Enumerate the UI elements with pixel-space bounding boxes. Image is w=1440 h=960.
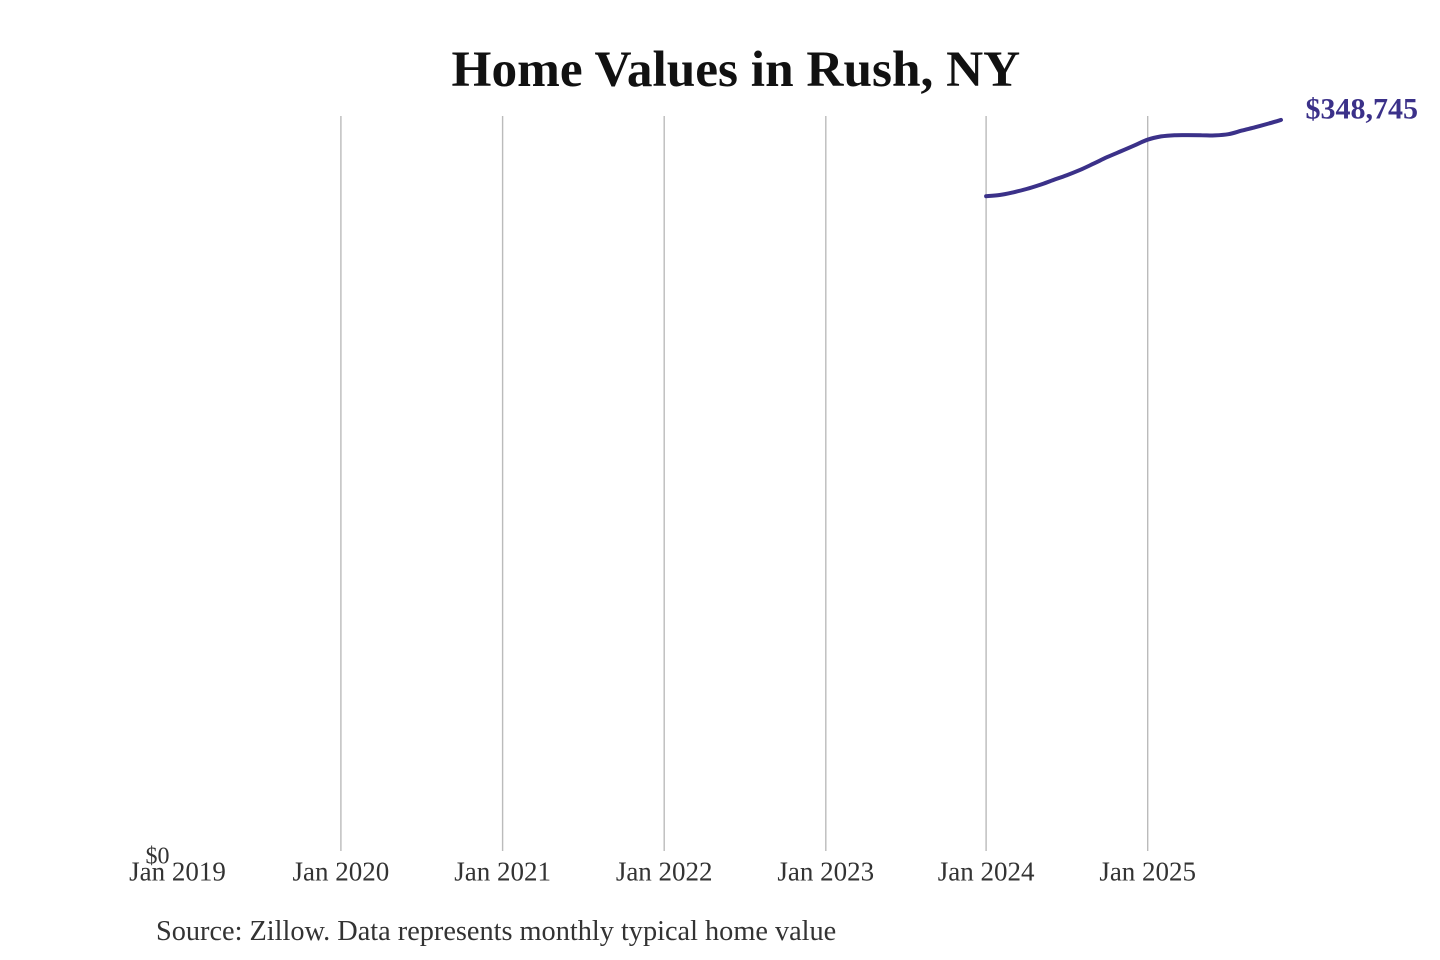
svg-text:Source: Zillow. Data represent: Source: Zillow. Data represents monthly … <box>156 916 836 947</box>
svg-text:Jan 2019: Jan 2019 <box>129 856 226 886</box>
svg-text:Jan 2023: Jan 2023 <box>777 856 874 886</box>
svg-text:Home Values in Rush, NY: Home Values in Rush, NY <box>452 41 1021 98</box>
svg-text:Jan 2025: Jan 2025 <box>1099 856 1196 886</box>
svg-text:Jan 2024: Jan 2024 <box>938 856 1035 886</box>
svg-text:$348,745: $348,745 <box>1306 92 1419 125</box>
svg-text:Jan 2020: Jan 2020 <box>293 856 390 886</box>
svg-text:Jan 2022: Jan 2022 <box>616 856 713 886</box>
svg-text:$0: $0 <box>146 843 170 869</box>
svg-text:Jan 2021: Jan 2021 <box>454 856 551 886</box>
